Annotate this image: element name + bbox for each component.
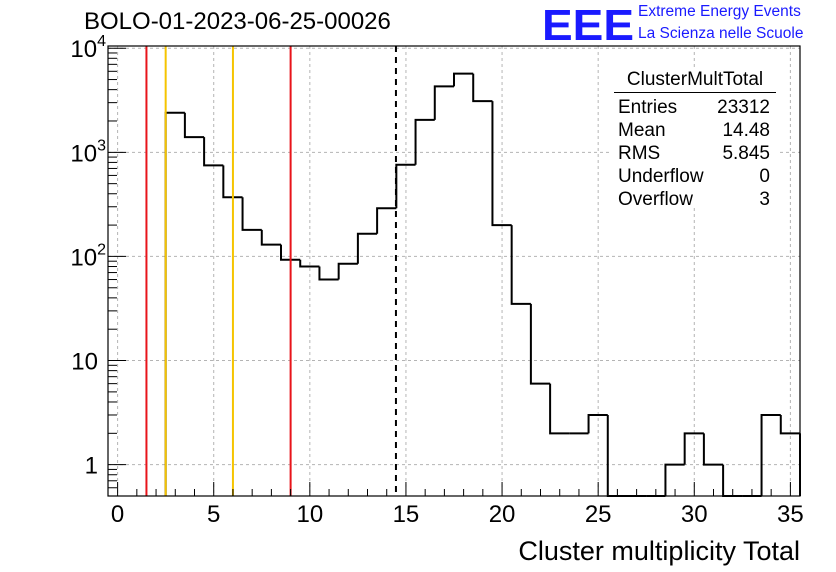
y-tick-label: 104 — [70, 33, 106, 63]
x-tick-label: 15 — [393, 501, 420, 528]
stats-title: ClusterMultTotal — [614, 70, 776, 93]
histogram-bin — [779, 414, 800, 435]
histogram-bin — [760, 413, 781, 496]
histogram-bin — [472, 73, 493, 103]
histogram-bin — [376, 207, 397, 234]
histogram-bin — [606, 414, 627, 497]
stats-label: Mean — [618, 120, 666, 141]
x-tick-label: 10 — [296, 501, 323, 528]
histogram-bin — [587, 413, 608, 434]
histogram-bin — [164, 111, 185, 496]
plot-frame — [107, 45, 801, 497]
histogram-bin — [299, 259, 320, 268]
histogram-bin — [222, 165, 243, 199]
histogram-bin — [337, 262, 358, 280]
stats-row-underflow: Underflow 0 — [612, 165, 778, 188]
y-tick-label: 102 — [70, 241, 106, 271]
stats-row-rms: RMS 5.845 — [612, 142, 778, 165]
x-tick-label: 0 — [111, 501, 124, 528]
histogram-bin — [510, 225, 531, 305]
stats-label: Entries — [618, 97, 678, 118]
x-tick-label: 30 — [681, 501, 708, 528]
stats-value: 3 — [759, 189, 770, 210]
stats-value: 14.48 — [722, 120, 770, 141]
x-axis-label: Cluster multiplicity Total — [518, 536, 800, 566]
x-tick-label: 35 — [777, 501, 804, 528]
histogram-bin — [491, 101, 512, 227]
histogram-bin — [433, 85, 454, 120]
stats-row-entries: Entries 23312 — [612, 96, 778, 119]
stats-box: ClusterMultTotal Entries 23312 Mean 14.4… — [612, 70, 778, 211]
y-tick-label: 10 — [71, 349, 98, 376]
stats-row-mean: Mean 14.48 — [612, 119, 778, 142]
histogram-bin — [356, 232, 378, 264]
run-title: BOLO-01-2023-06-25-00026 — [84, 8, 391, 35]
stats-label: Underflow — [618, 166, 704, 187]
marker-lines — [145, 46, 397, 496]
histogram-bin — [414, 118, 435, 165]
logo-line-2: La Scienza nelle Scuole — [638, 25, 804, 42]
stats-value: 5.845 — [722, 143, 770, 164]
histogram-bin — [529, 303, 551, 385]
x-tick-label: 20 — [489, 501, 516, 528]
x-tick-label: 25 — [585, 501, 612, 528]
y-tick-label: 1 — [85, 453, 98, 480]
histogram-bin — [664, 463, 685, 496]
histogram-bin — [702, 433, 724, 466]
y-tick-label: 103 — [70, 137, 106, 167]
histogram-bin — [203, 137, 224, 167]
histogram-bin — [280, 244, 301, 261]
stats-value: 0 — [759, 166, 770, 187]
histogram-bin — [318, 266, 339, 281]
stats-label: Overflow — [618, 189, 693, 210]
eee-logo: EEE — [542, 1, 634, 46]
stats-value: 23312 — [717, 97, 770, 118]
logo-line-1: Extreme Energy Events — [638, 3, 801, 20]
x-tick-label: 5 — [207, 501, 220, 528]
stats-row-overflow: Overflow 3 — [612, 188, 778, 211]
histogram-bin — [683, 432, 704, 465]
logo-text: EEE — [542, 1, 634, 46]
histogram-bin — [549, 383, 570, 435]
histogram-bin — [241, 197, 262, 231]
histogram-bin — [260, 229, 281, 246]
histogram-bin — [453, 72, 474, 87]
stats-label: RMS — [618, 143, 661, 164]
histogram-bin — [183, 112, 205, 139]
